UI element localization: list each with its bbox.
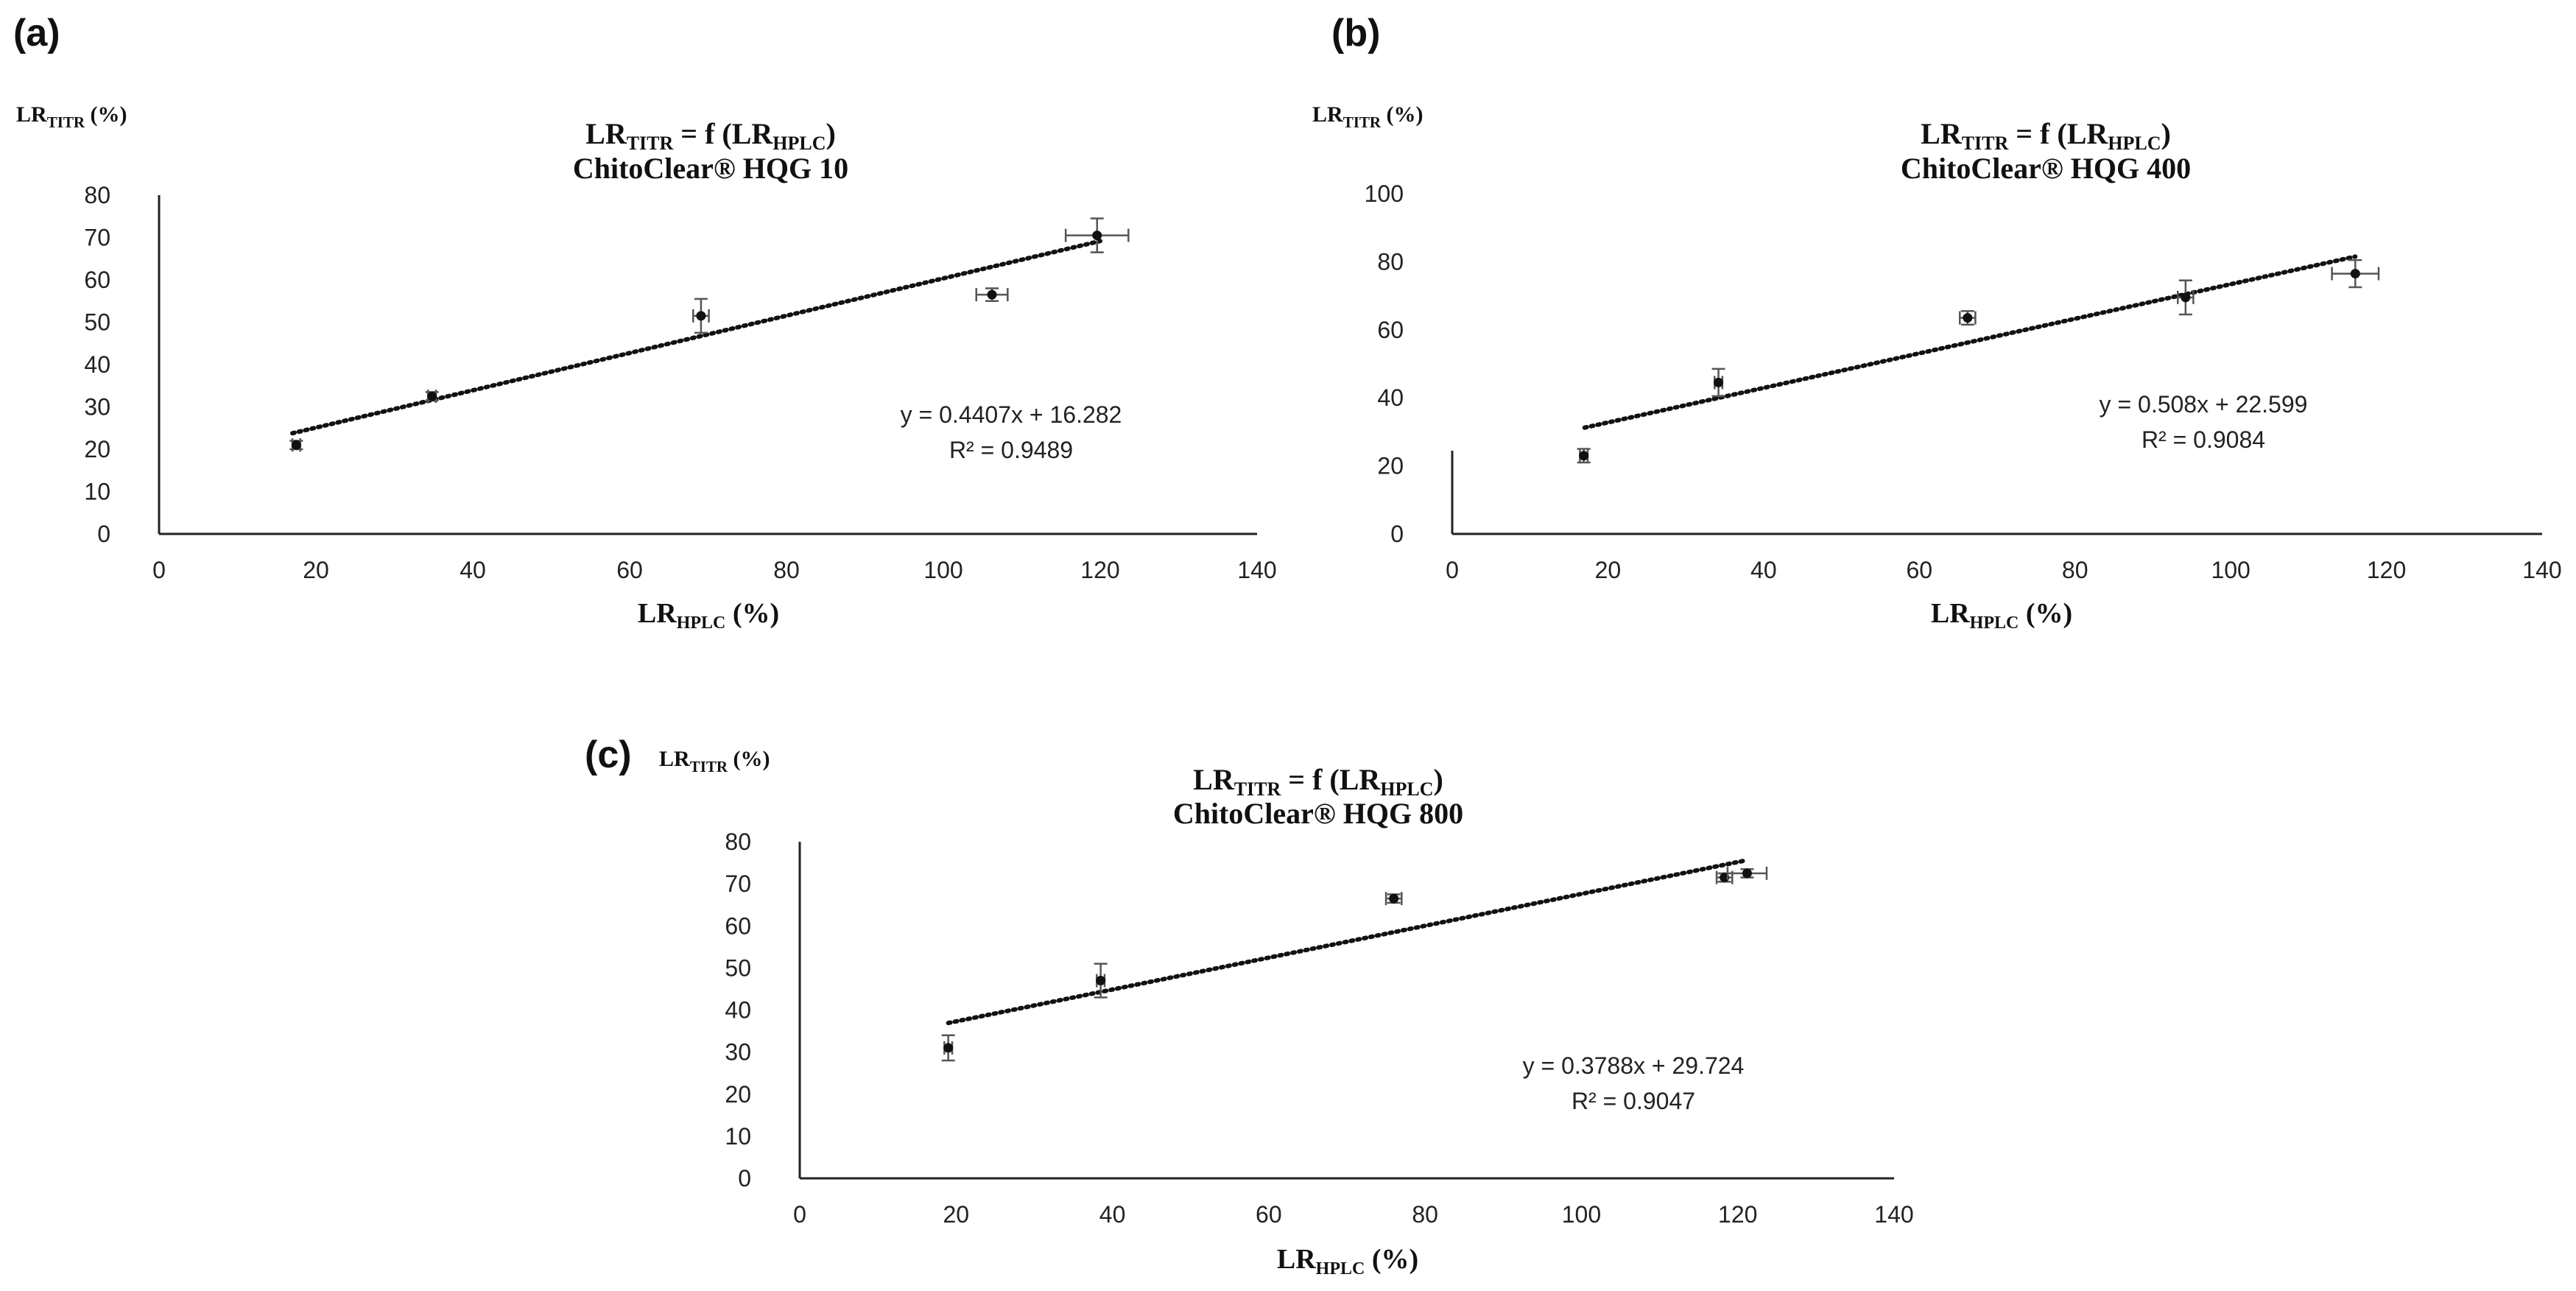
y-tick-label: 80	[84, 182, 110, 208]
x-tick-label: 100	[923, 557, 963, 583]
x-tick-label: 80	[1412, 1201, 1438, 1228]
r-squared: R² = 0.9084	[2142, 426, 2265, 453]
panel-label: (a)	[13, 12, 60, 54]
r-squared: R² = 0.9489	[949, 437, 1073, 463]
y-tick-label: 50	[725, 954, 751, 981]
y-tick-label: 50	[84, 309, 110, 336]
y-tick-label: 40	[1377, 384, 1404, 411]
y-axis-label: LRTITR (%)	[1312, 102, 1424, 131]
data-point	[291, 440, 301, 450]
x-tick-label: 40	[1099, 1201, 1126, 1228]
x-tick-label: 40	[1750, 557, 1777, 583]
y-tick-label: 30	[725, 1039, 751, 1066]
y-tick-label: 0	[1390, 521, 1404, 547]
x-tick-label: 20	[1595, 557, 1622, 583]
data-point	[1389, 893, 1399, 904]
x-tick-label: 80	[773, 557, 800, 583]
data-point	[943, 1043, 954, 1053]
y-tick-label: 10	[84, 479, 110, 505]
x-axis-label: LRHPLC (%)	[1931, 598, 2072, 633]
data-point	[1096, 976, 1106, 986]
data-point	[1742, 868, 1752, 879]
y-tick-label: 20	[1377, 453, 1404, 479]
x-axis-label: LRHPLC (%)	[1277, 1244, 1418, 1278]
y-tick-label: 60	[1377, 317, 1404, 343]
chart-subtitle: ChitoClear® HQG 10	[573, 152, 848, 185]
trendline-equation: y = 0.508x + 22.599	[2100, 391, 2308, 418]
y-tick-label: 30	[84, 394, 110, 421]
data-point	[987, 289, 997, 300]
x-tick-label: 120	[2367, 557, 2406, 583]
y-tick-label: 70	[84, 225, 110, 251]
data-point	[2181, 292, 2191, 303]
x-tick-label: 140	[2522, 557, 2561, 583]
y-tick-label: 60	[725, 912, 751, 939]
x-tick-label: 0	[152, 557, 166, 583]
x-tick-label: 60	[1906, 557, 1932, 583]
chart-panel-c: (c) LRTITR (%) LRTITR = f (LRHPLC) Chito…	[585, 734, 1914, 1278]
panel-label: (b)	[1331, 12, 1380, 54]
trendline	[1582, 254, 2358, 430]
data-point	[1092, 231, 1102, 241]
y-tick-label: 20	[725, 1081, 751, 1108]
x-tick-label: 60	[616, 557, 643, 583]
y-tick-label: 0	[97, 521, 110, 547]
x-tick-label: 0	[793, 1201, 806, 1228]
chart-subtitle: ChitoClear® HQG 800	[1173, 797, 1463, 830]
x-tick-label: 140	[1874, 1201, 1913, 1228]
y-axis-label: LRTITR (%)	[659, 747, 770, 775]
trendline	[946, 858, 1748, 1026]
chart-title: LRTITR = f (LRHPLC)	[585, 117, 836, 154]
x-tick-label: 100	[1562, 1201, 1601, 1228]
x-tick-label: 20	[943, 1201, 969, 1228]
chart-title: LRTITR = f (LRHPLC)	[1921, 117, 2171, 154]
y-tick-label: 0	[738, 1165, 751, 1192]
x-tick-label: 120	[1080, 557, 1119, 583]
chart-panel-b: (b) LRTITR (%) LRTITR = f (LRHPLC) Chito…	[1312, 12, 2562, 633]
x-tick-label: 120	[1718, 1201, 1757, 1228]
x-tick-label: 100	[2211, 557, 2250, 583]
x-tick-label: 60	[1256, 1201, 1282, 1228]
data-point	[1963, 313, 1973, 323]
data-point	[1579, 451, 1589, 461]
y-tick-label: 80	[1377, 248, 1404, 275]
y-tick-label: 40	[725, 997, 751, 1024]
x-tick-label: 20	[303, 557, 329, 583]
x-tick-label: 40	[460, 557, 486, 583]
trendline-equation: y = 0.3788x + 29.724	[1523, 1052, 1745, 1079]
y-tick-label: 100	[1365, 180, 1404, 207]
y-tick-label: 10	[725, 1123, 751, 1150]
y-axis-label: LRTITR (%)	[16, 102, 127, 131]
data-point	[696, 311, 706, 321]
y-tick-label: 70	[725, 870, 751, 897]
chart-panel-a: (a) LRTITR (%) LRTITR = f (LRHPLC) Chito…	[13, 12, 1277, 633]
data-point	[2350, 269, 2360, 279]
data-point	[427, 391, 437, 401]
x-tick-label: 0	[1446, 557, 1459, 583]
r-squared: R² = 0.9047	[1572, 1088, 1695, 1114]
y-tick-label: 60	[84, 267, 110, 293]
panel-label: (c)	[585, 734, 632, 776]
y-tick-label: 40	[84, 351, 110, 378]
chart-subtitle: ChitoClear® HQG 400	[1901, 152, 2191, 185]
x-tick-label: 140	[1237, 557, 1276, 583]
chart-title: LRTITR = f (LRHPLC)	[1193, 763, 1443, 800]
x-axis-label: LRHPLC (%)	[638, 598, 779, 633]
y-tick-label: 80	[725, 829, 751, 855]
data-point	[1714, 377, 1724, 387]
x-tick-label: 80	[2062, 557, 2088, 583]
y-tick-label: 20	[84, 436, 110, 462]
trendline-equation: y = 0.4407x + 16.282	[901, 401, 1122, 428]
